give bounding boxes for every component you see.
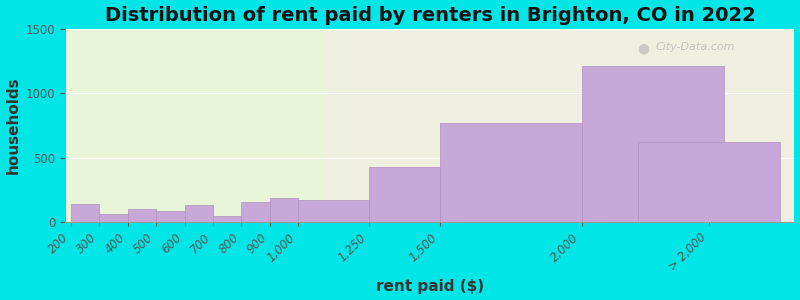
Bar (369, 167, 440, 222)
Bar (71, 204, 99, 222)
Title: Distribution of rent paid by renters in Brighton, CO in 2022: Distribution of rent paid by renters in … (105, 6, 755, 25)
Bar (326, 29, 794, 222)
Text: ●: ● (638, 41, 650, 56)
Bar (298, 200, 369, 222)
Bar (156, 211, 185, 222)
Bar (638, 142, 780, 222)
Y-axis label: households: households (6, 77, 21, 174)
Bar (213, 216, 242, 222)
Bar (185, 206, 213, 222)
X-axis label: rent paid ($): rent paid ($) (376, 279, 484, 294)
Bar (242, 202, 270, 222)
Bar (270, 198, 298, 222)
Bar (582, 66, 723, 222)
Bar (99, 214, 128, 222)
Text: City-Data.com: City-Data.com (656, 42, 735, 52)
Bar (440, 123, 582, 222)
Bar (128, 208, 156, 222)
